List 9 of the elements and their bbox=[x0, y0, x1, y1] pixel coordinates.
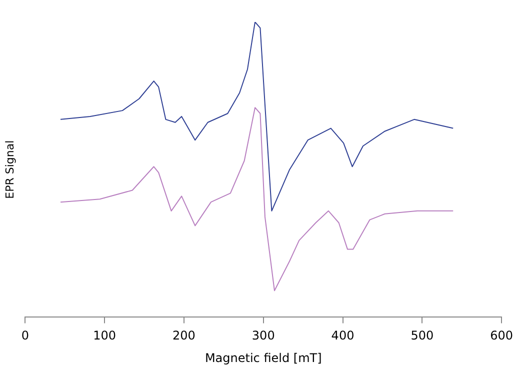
x-tick-label: 200 bbox=[172, 328, 196, 343]
x-tick-label: 500 bbox=[410, 328, 434, 343]
x-tick-label: 300 bbox=[252, 328, 275, 343]
x-tick-label: 600 bbox=[490, 328, 513, 343]
x-tick-label: 100 bbox=[93, 328, 116, 343]
x-tick-label: 400 bbox=[331, 328, 354, 343]
x-tick-label: 0 bbox=[21, 328, 30, 343]
y-axis-title: EPR Signal bbox=[3, 140, 16, 199]
x-axis-title: Magnetic field [mT] bbox=[204, 350, 322, 365]
